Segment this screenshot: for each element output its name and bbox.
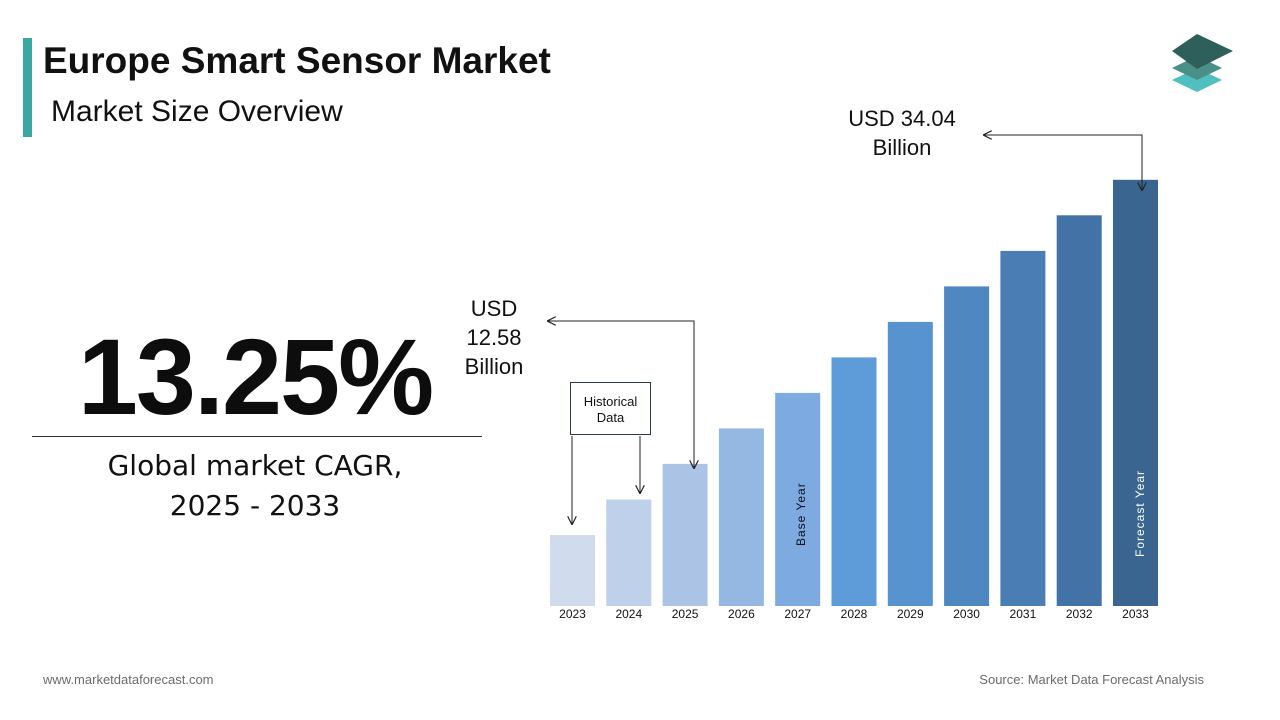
bar-2032 [1056,215,1102,607]
x-tick-2028: 2028 [841,607,868,621]
bar-2023 [550,535,595,606]
x-tick-2029: 2029 [897,607,924,621]
x-tick-2032: 2032 [1066,607,1093,621]
historical-data-box: Historical Data [570,382,651,435]
cagr-label-line1: Global market CAGR, [107,449,403,482]
x-tick-2026: 2026 [728,607,755,621]
historical-line2: Data [596,410,625,425]
end-value-callout: USD 34.04 Billion [832,104,972,162]
forecast-year-label: Forecast Year [1133,470,1147,557]
logo-layer-top [1172,34,1233,69]
base-value-line1: USD [470,296,518,321]
cagr-label: Global market CAGR, 2025 - 2033 [30,446,480,526]
footer-source: Source: Market Data Forecast Analysis [979,672,1204,687]
bar-2026 [718,428,764,606]
cagr-value: 13.25% [77,316,434,437]
end-value-line2: Billion [872,135,932,160]
footer-website: www.marketdataforecast.com [43,672,214,687]
title-accent-bar [23,38,32,137]
bar-2033 [1113,179,1158,607]
base-value-line2: 12.58 [466,325,522,350]
bar-2028 [831,357,877,606]
base-value-arrow [548,321,694,468]
x-tick-2033: 2033 [1122,607,1149,621]
cagr-divider [32,436,482,437]
base-value-line3: Billion [464,354,524,379]
x-axis-ticks: 2023 2024 2025 2026 2027 2028 2029 2030 2031 2032… [559,607,1149,621]
base-value-callout: USD 12.58 Billion [454,294,534,381]
x-tick-2030: 2030 [953,607,980,621]
bars-layer [550,179,1158,607]
x-tick-2027: 2027 [784,607,811,621]
x-tick-2024: 2024 [615,607,642,621]
bar-2025 [662,463,708,606]
brand-logo-icon [1172,34,1233,92]
x-tick-2023: 2023 [559,607,586,621]
historical-line1: Historical [583,394,638,409]
bar-2030 [944,286,990,606]
cagr-label-line2: 2025 - 2033 [169,489,341,522]
x-tick-2031: 2031 [1010,607,1037,621]
bar-2031 [1000,250,1046,606]
bar-2027 [775,392,821,606]
bar-2029 [887,321,933,606]
base-year-label: Base Year [794,482,808,546]
end-value-line1: USD 34.04 [848,106,956,131]
end-value-arrow [984,135,1142,190]
page-subtitle: Market Size Overview [51,95,343,128]
page-title: Europe Smart Sensor Market [43,40,551,81]
bar-2024 [606,499,652,606]
x-tick-2025: 2025 [672,607,699,621]
